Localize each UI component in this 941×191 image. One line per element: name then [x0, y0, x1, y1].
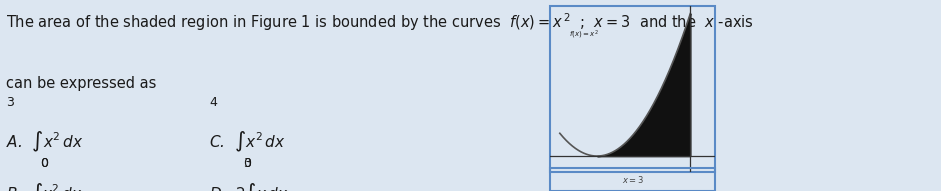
Text: $0$: $0$ — [40, 157, 49, 170]
Text: $3$: $3$ — [243, 157, 251, 170]
Text: $4$: $4$ — [209, 96, 218, 108]
Text: The area of the shaded region in Figure 1 is bounded by the curves  $f(x)=x^{\,2: The area of the shaded region in Figure … — [6, 11, 754, 33]
Text: $f(x){=}x^2$: $f(x){=}x^2$ — [569, 29, 598, 41]
Text: $0$: $0$ — [40, 157, 49, 170]
Text: C.  $\int x^2\,dx$: C. $\int x^2\,dx$ — [209, 130, 286, 154]
Text: A.  $\int x^2\,dx$: A. $\int x^2\,dx$ — [6, 130, 83, 154]
Bar — [550, 6, 715, 172]
Text: $0$: $0$ — [243, 157, 252, 170]
Text: can be expressed as: can be expressed as — [6, 76, 156, 91]
Text: $x=3$: $x=3$ — [622, 174, 644, 185]
Text: B.  $\int x^2\,dx$: B. $\int x^2\,dx$ — [6, 181, 82, 191]
Text: $3$: $3$ — [6, 96, 14, 108]
Text: D.  $2\int x\,dx$: D. $2\int x\,dx$ — [209, 181, 289, 191]
